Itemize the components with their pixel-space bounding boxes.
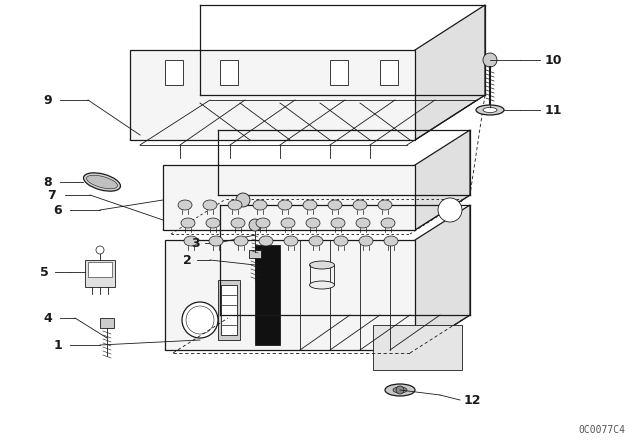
Ellipse shape [209, 236, 223, 246]
Polygon shape [330, 60, 348, 85]
Ellipse shape [84, 173, 120, 191]
Circle shape [483, 53, 497, 67]
Ellipse shape [231, 218, 245, 228]
Ellipse shape [359, 236, 373, 246]
Polygon shape [218, 280, 240, 340]
Polygon shape [220, 60, 238, 85]
Ellipse shape [228, 200, 242, 210]
Ellipse shape [353, 200, 367, 210]
Ellipse shape [385, 384, 415, 396]
Circle shape [249, 219, 261, 231]
Polygon shape [163, 165, 415, 230]
Ellipse shape [203, 200, 217, 210]
Polygon shape [255, 245, 280, 345]
Text: 4: 4 [44, 311, 52, 324]
Ellipse shape [184, 236, 198, 246]
Ellipse shape [310, 281, 335, 289]
Text: 9: 9 [44, 94, 52, 107]
Polygon shape [373, 325, 462, 370]
Polygon shape [85, 260, 115, 287]
Ellipse shape [259, 236, 273, 246]
Circle shape [186, 306, 214, 334]
Ellipse shape [381, 218, 395, 228]
Ellipse shape [256, 218, 270, 228]
Polygon shape [165, 315, 470, 350]
Ellipse shape [483, 108, 497, 112]
Circle shape [182, 302, 218, 338]
Ellipse shape [384, 236, 398, 246]
Text: 6: 6 [54, 203, 62, 216]
Ellipse shape [356, 218, 370, 228]
Ellipse shape [334, 236, 348, 246]
Text: 2: 2 [182, 254, 191, 267]
Text: 0C0077C4: 0C0077C4 [578, 425, 625, 435]
Ellipse shape [331, 218, 345, 228]
Text: 11: 11 [544, 103, 562, 116]
Ellipse shape [310, 261, 335, 269]
Ellipse shape [253, 200, 267, 210]
Ellipse shape [284, 236, 298, 246]
Text: 12: 12 [463, 393, 481, 406]
Ellipse shape [234, 236, 248, 246]
Ellipse shape [178, 200, 192, 210]
Ellipse shape [181, 218, 195, 228]
Polygon shape [415, 205, 470, 350]
Ellipse shape [393, 387, 407, 393]
Ellipse shape [309, 236, 323, 246]
Ellipse shape [328, 200, 342, 210]
Polygon shape [88, 262, 112, 277]
Text: 5: 5 [40, 266, 49, 279]
Polygon shape [221, 285, 237, 335]
Polygon shape [130, 95, 485, 140]
Polygon shape [249, 250, 261, 258]
Ellipse shape [281, 218, 295, 228]
Polygon shape [100, 318, 114, 328]
Text: 1: 1 [54, 339, 62, 352]
Polygon shape [165, 60, 183, 85]
Polygon shape [415, 130, 470, 230]
Polygon shape [163, 195, 470, 230]
Ellipse shape [476, 105, 504, 115]
Circle shape [96, 246, 104, 254]
Text: 10: 10 [544, 53, 562, 66]
Circle shape [236, 193, 250, 207]
Ellipse shape [378, 200, 392, 210]
Circle shape [396, 386, 404, 394]
Text: 7: 7 [47, 189, 56, 202]
Polygon shape [130, 50, 415, 140]
Polygon shape [415, 5, 485, 140]
Polygon shape [165, 240, 415, 350]
Ellipse shape [303, 200, 317, 210]
Ellipse shape [278, 200, 292, 210]
Ellipse shape [86, 175, 118, 189]
Polygon shape [380, 60, 398, 85]
Ellipse shape [206, 218, 220, 228]
Text: 8: 8 [44, 176, 52, 189]
Circle shape [438, 198, 462, 222]
Ellipse shape [306, 218, 320, 228]
Text: 3: 3 [191, 237, 199, 250]
